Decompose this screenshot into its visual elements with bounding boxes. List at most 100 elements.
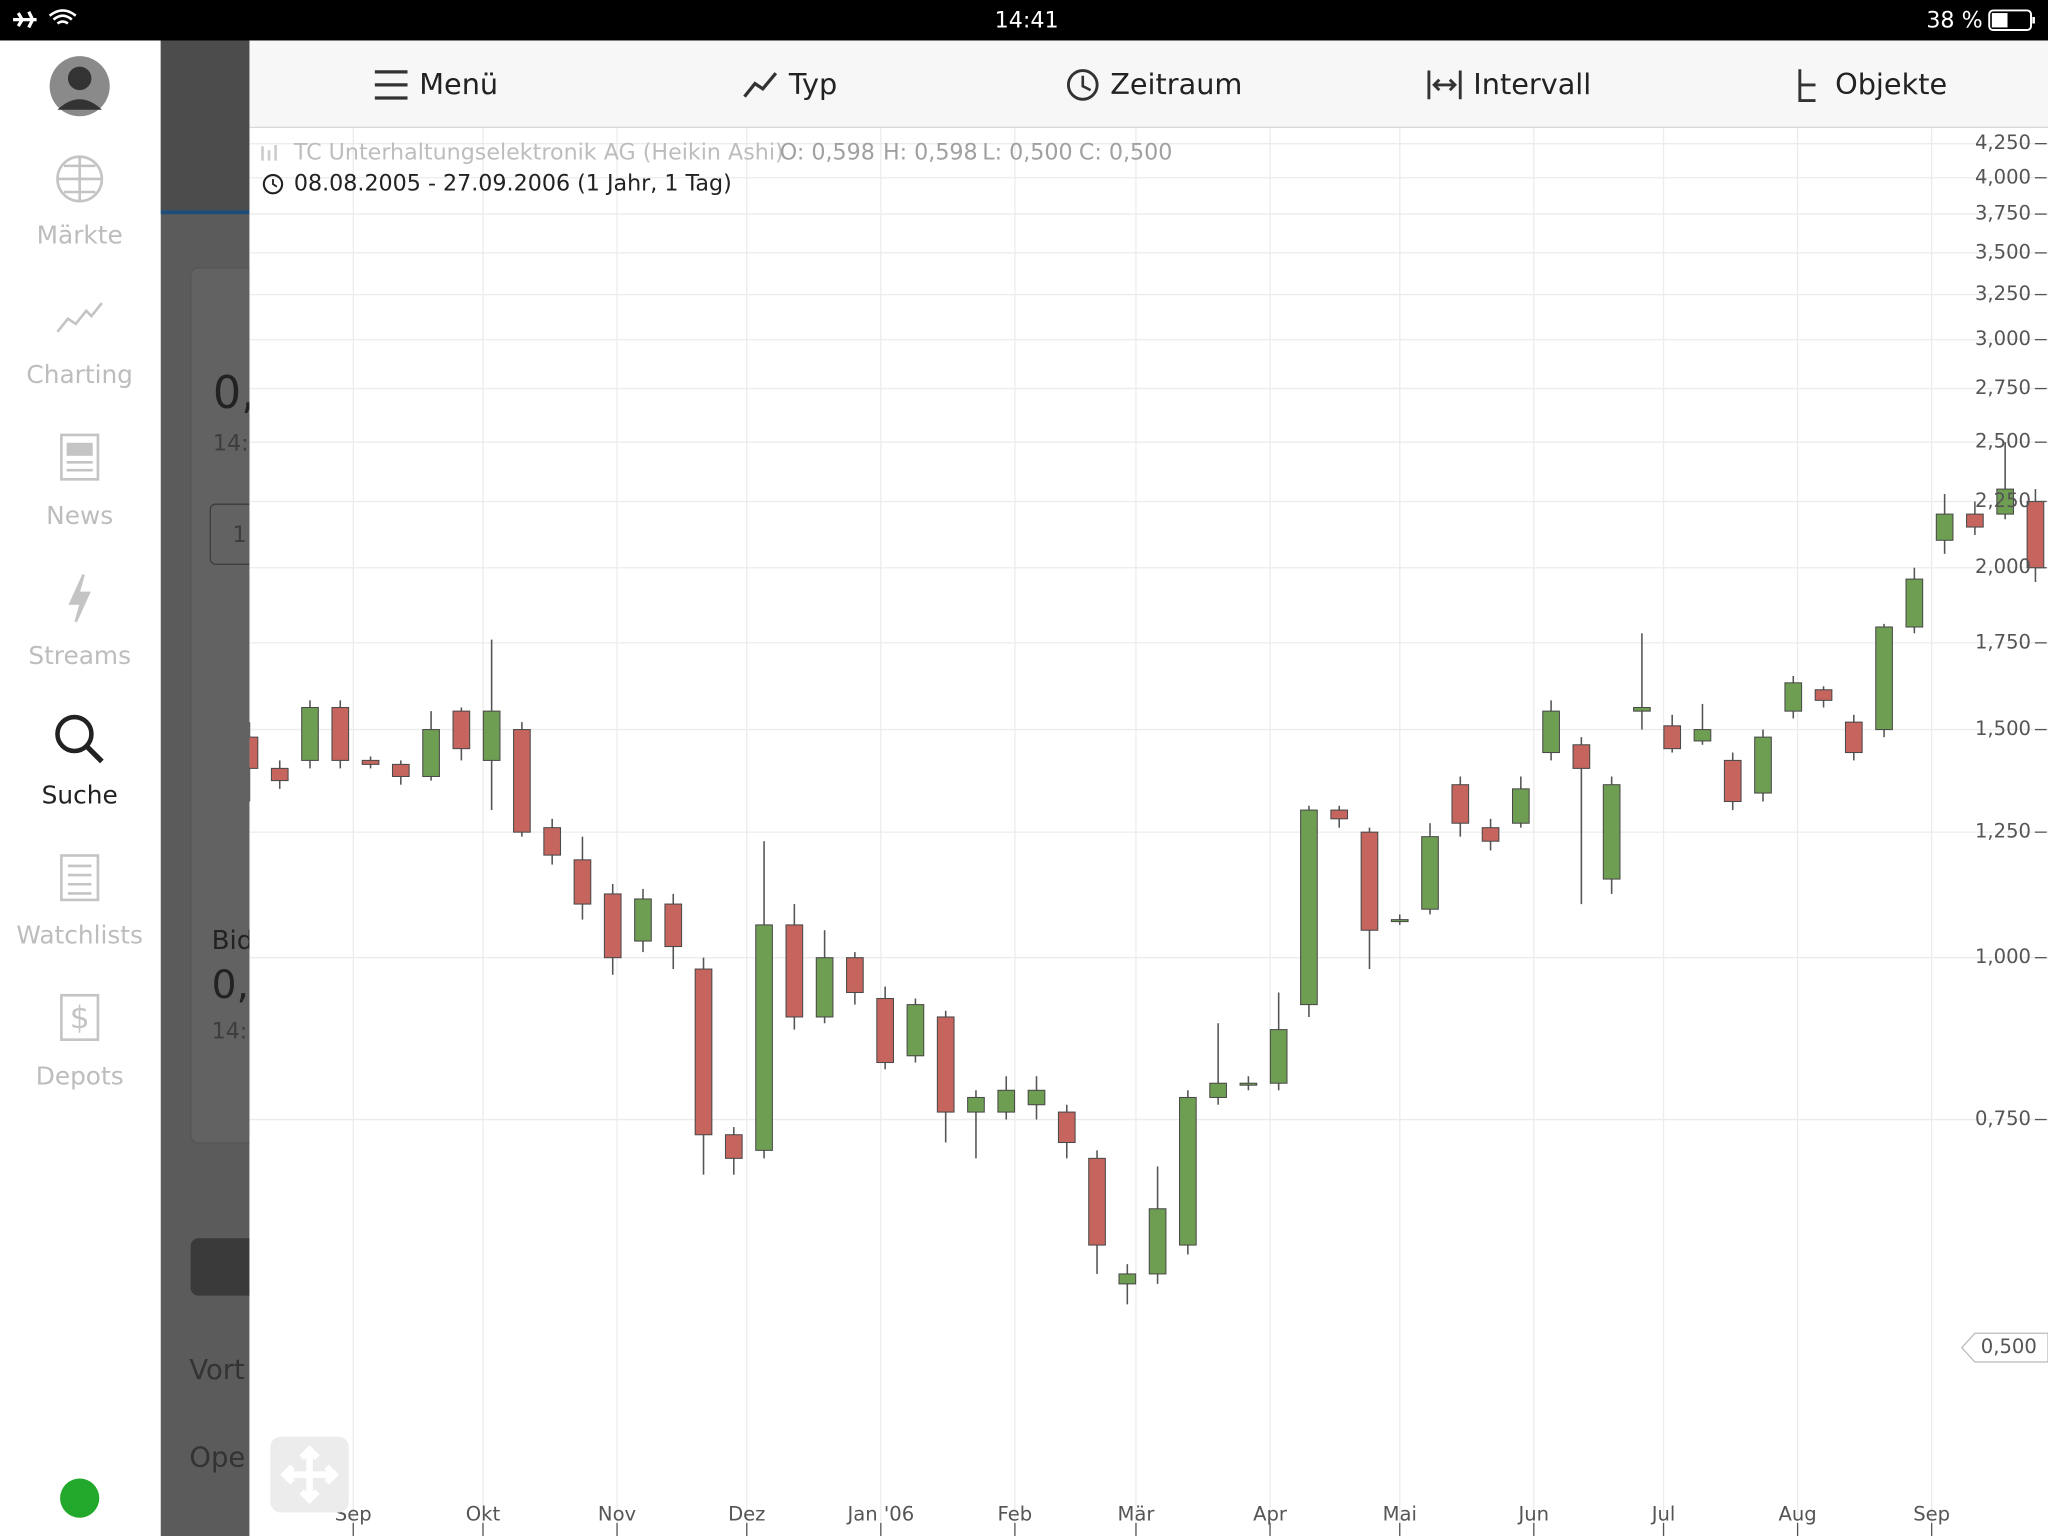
avatar-head bbox=[67, 66, 92, 91]
ohlc-close: C: 0,500 bbox=[1079, 139, 1173, 165]
candle-body bbox=[331, 706, 350, 761]
y-tick-label: 2,500 bbox=[1975, 430, 2031, 453]
y-tick-label: 0,750 bbox=[1975, 1107, 2031, 1130]
dim-text: Ope bbox=[189, 1442, 245, 1473]
sidebar-item[interactable]: Depots bbox=[36, 1062, 124, 1091]
move-icon bbox=[280, 1445, 339, 1505]
toolbar-button[interactable]: Zeitraum bbox=[1110, 67, 1242, 101]
candle-body bbox=[1148, 1208, 1167, 1275]
candle-body bbox=[1784, 682, 1803, 712]
candle-body bbox=[1481, 827, 1500, 842]
candle-body bbox=[1723, 759, 1742, 803]
avatar-body bbox=[57, 99, 102, 110]
candle-body bbox=[452, 710, 471, 750]
candle-body bbox=[391, 763, 410, 778]
candle-body bbox=[1451, 784, 1470, 824]
candle-body bbox=[1996, 488, 2015, 515]
candle-body bbox=[1875, 626, 1893, 731]
y-tick-label: 4,250 bbox=[1975, 131, 2031, 154]
watchlists-icon bbox=[60, 854, 100, 902]
sidebar-item[interactable]: Streams bbox=[28, 641, 131, 670]
x-tick-label: Jul bbox=[1650, 1503, 1676, 1526]
y-tick-label: 3,750 bbox=[1975, 202, 2031, 225]
battery-tip bbox=[2032, 16, 2035, 24]
chart-title: TC Unterhaltungselektronik AG (Heikin As… bbox=[293, 139, 784, 165]
streams-icon bbox=[68, 574, 91, 623]
x-tick-label: Apr bbox=[1253, 1503, 1288, 1526]
candle-body bbox=[846, 957, 864, 994]
candle-body bbox=[755, 924, 773, 1151]
candle-body bbox=[1814, 689, 1833, 701]
dim-text: 1 bbox=[232, 522, 246, 548]
x-tick-label: Jan '06 bbox=[845, 1503, 914, 1526]
candle-body bbox=[815, 957, 834, 1018]
toolbar-button[interactable]: Objekte bbox=[1835, 67, 1947, 101]
toolbar-button[interactable]: Menü bbox=[419, 67, 498, 101]
news-lines bbox=[66, 461, 93, 472]
candle-body bbox=[1935, 513, 1954, 541]
candle-body bbox=[1844, 721, 1863, 754]
toolbar-button[interactable]: Intervall bbox=[1473, 67, 1591, 101]
candle-body bbox=[249, 736, 259, 769]
x-tick-label: Feb bbox=[998, 1503, 1033, 1526]
ohlc-low: L: 0,500 bbox=[982, 139, 1072, 165]
candle-body bbox=[603, 893, 622, 959]
candle-body bbox=[1027, 1089, 1046, 1106]
x-tick-label: Jun bbox=[1517, 1503, 1550, 1526]
sidebar bbox=[0, 40, 161, 1536]
candle-body bbox=[906, 1004, 925, 1057]
candle-body bbox=[573, 859, 592, 905]
candle-body bbox=[694, 968, 713, 1136]
sidebar-item[interactable]: Watchlists bbox=[16, 920, 143, 949]
x-tick-label: Nov bbox=[598, 1503, 636, 1526]
candle-body bbox=[1693, 729, 1712, 742]
candle-body bbox=[634, 898, 652, 942]
candle-body bbox=[1966, 513, 1984, 528]
candle-body bbox=[724, 1134, 743, 1159]
dim-text: 0, bbox=[213, 368, 255, 419]
candle-body bbox=[1330, 809, 1349, 820]
candle-body bbox=[936, 1016, 955, 1113]
y-tick-label: 2,750 bbox=[1975, 376, 2031, 399]
dim-text: 14: bbox=[212, 1018, 248, 1044]
candle-body bbox=[1390, 919, 1409, 923]
candle-body bbox=[1118, 1273, 1137, 1285]
candle-body bbox=[1633, 706, 1651, 712]
dim-card bbox=[190, 267, 250, 1144]
y-tick-label: 3,250 bbox=[1975, 282, 2031, 305]
x-tick-label: Sep bbox=[1913, 1503, 1950, 1526]
candle-body bbox=[967, 1096, 985, 1113]
sidebar-item[interactable]: Charting bbox=[26, 360, 133, 389]
interval-icon bbox=[1427, 70, 1462, 100]
y-tick-label: 4,000 bbox=[1975, 165, 2031, 188]
candle-body bbox=[361, 759, 380, 765]
toolbar-button[interactable]: Typ bbox=[788, 67, 837, 101]
clock-hand bbox=[272, 178, 278, 188]
candle-body bbox=[1360, 831, 1379, 931]
airplane-icon bbox=[13, 11, 37, 29]
candle-body bbox=[1088, 1157, 1106, 1246]
y-tick-label: 1,000 bbox=[1975, 945, 2031, 968]
candle-body bbox=[543, 827, 562, 856]
globe-lines bbox=[57, 156, 102, 202]
dim-text: Vort bbox=[189, 1355, 245, 1386]
candle-icon bbox=[261, 144, 277, 161]
sidebar-item[interactable]: Märkte bbox=[37, 220, 123, 249]
dim-input bbox=[209, 503, 250, 565]
charting-icon bbox=[56, 302, 103, 333]
candle-body bbox=[1269, 1029, 1288, 1084]
dim-panel-header bbox=[160, 40, 250, 211]
candle-body bbox=[1572, 744, 1591, 769]
battery-level bbox=[1991, 13, 2008, 28]
candle-body bbox=[513, 729, 531, 833]
sidebar-item[interactable]: Suche bbox=[42, 781, 118, 810]
battery-icon bbox=[1988, 9, 2032, 32]
search-handle bbox=[84, 743, 104, 764]
y-tick-label: 1,500 bbox=[1975, 717, 2031, 740]
depots-icon bbox=[60, 993, 100, 1041]
last-price-label: 0,500 bbox=[1981, 1335, 2037, 1358]
dim-text: 0,5 bbox=[212, 963, 274, 1008]
sidebar-item[interactable]: News bbox=[46, 501, 113, 530]
dim-panel-accent bbox=[160, 210, 250, 215]
